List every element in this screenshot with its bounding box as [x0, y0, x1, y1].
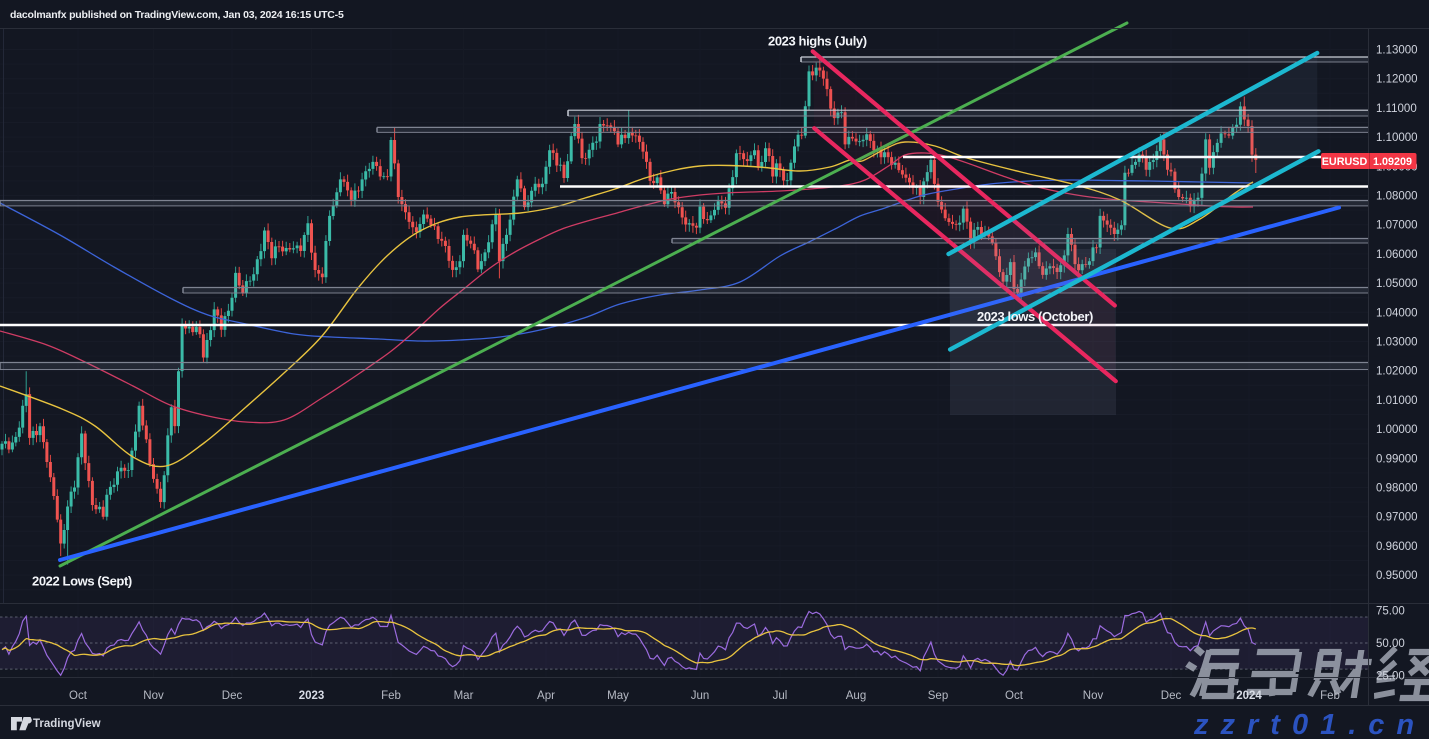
svg-text:0.99000: 0.99000	[1376, 453, 1418, 465]
svg-text:Sep: Sep	[928, 690, 948, 702]
svg-text:2023 lows (October): 2023 lows (October)	[977, 309, 1093, 324]
svg-text:Oct: Oct	[69, 690, 88, 702]
svg-text:1.11000: 1.11000	[1376, 103, 1417, 115]
svg-text:Oct: Oct	[1005, 690, 1024, 702]
svg-text:Mar: Mar	[454, 690, 474, 702]
svg-text:1.04000: 1.04000	[1376, 307, 1418, 319]
svg-text:2024: 2024	[1236, 690, 1262, 702]
svg-text:Apr: Apr	[537, 690, 555, 702]
svg-text:1.01000: 1.01000	[1376, 395, 1418, 407]
svg-text:Jun: Jun	[691, 690, 710, 702]
svg-text:Feb: Feb	[1320, 690, 1340, 702]
svg-text:1.06000: 1.06000	[1376, 249, 1418, 261]
svg-text:1.02000: 1.02000	[1376, 366, 1418, 378]
svg-text:1.05000: 1.05000	[1376, 278, 1418, 290]
svg-text:0.96000: 0.96000	[1376, 541, 1418, 553]
svg-text:75.00: 75.00	[1376, 606, 1405, 618]
svg-text:1.12000: 1.12000	[1376, 74, 1418, 86]
svg-text:Jul: Jul	[773, 690, 788, 702]
svg-text:50.00: 50.00	[1376, 638, 1405, 650]
svg-text:1.07000: 1.07000	[1376, 220, 1418, 232]
svg-text:zzrt01.cn: zzrt01.cn	[1193, 709, 1426, 739]
svg-text:dacolmanfx published on Tradin: dacolmanfx published on TradingView.com,…	[10, 9, 344, 21]
svg-text:1.08000: 1.08000	[1376, 191, 1418, 203]
svg-text:1.03000: 1.03000	[1376, 337, 1418, 349]
svg-text:25.00: 25.00	[1376, 671, 1405, 683]
svg-text:0.95000: 0.95000	[1376, 570, 1418, 582]
svg-text:0.98000: 0.98000	[1376, 483, 1418, 495]
svg-text:TradingView: TradingView	[33, 718, 101, 730]
svg-text:Nov: Nov	[143, 690, 164, 702]
svg-text:0.97000: 0.97000	[1376, 512, 1418, 524]
svg-text:1.09209: 1.09209	[1373, 156, 1412, 168]
svg-text:Dec: Dec	[222, 690, 243, 702]
svg-text:1.00000: 1.00000	[1376, 424, 1418, 436]
svg-text:EURUSD: EURUSD	[1322, 156, 1368, 168]
svg-text:2023: 2023	[299, 690, 325, 702]
svg-text:May: May	[607, 690, 629, 702]
svg-text:1.10000: 1.10000	[1376, 132, 1418, 144]
svg-text:2022 Lows (Sept): 2022 Lows (Sept)	[32, 574, 132, 589]
svg-text:Dec: Dec	[1161, 690, 1182, 702]
svg-text:Feb: Feb	[381, 690, 401, 702]
svg-text:Nov: Nov	[1083, 690, 1104, 702]
svg-text:Aug: Aug	[846, 690, 866, 702]
svg-text:2023 highs (July): 2023 highs (July)	[768, 34, 867, 49]
svg-text:1.13000: 1.13000	[1376, 45, 1418, 57]
